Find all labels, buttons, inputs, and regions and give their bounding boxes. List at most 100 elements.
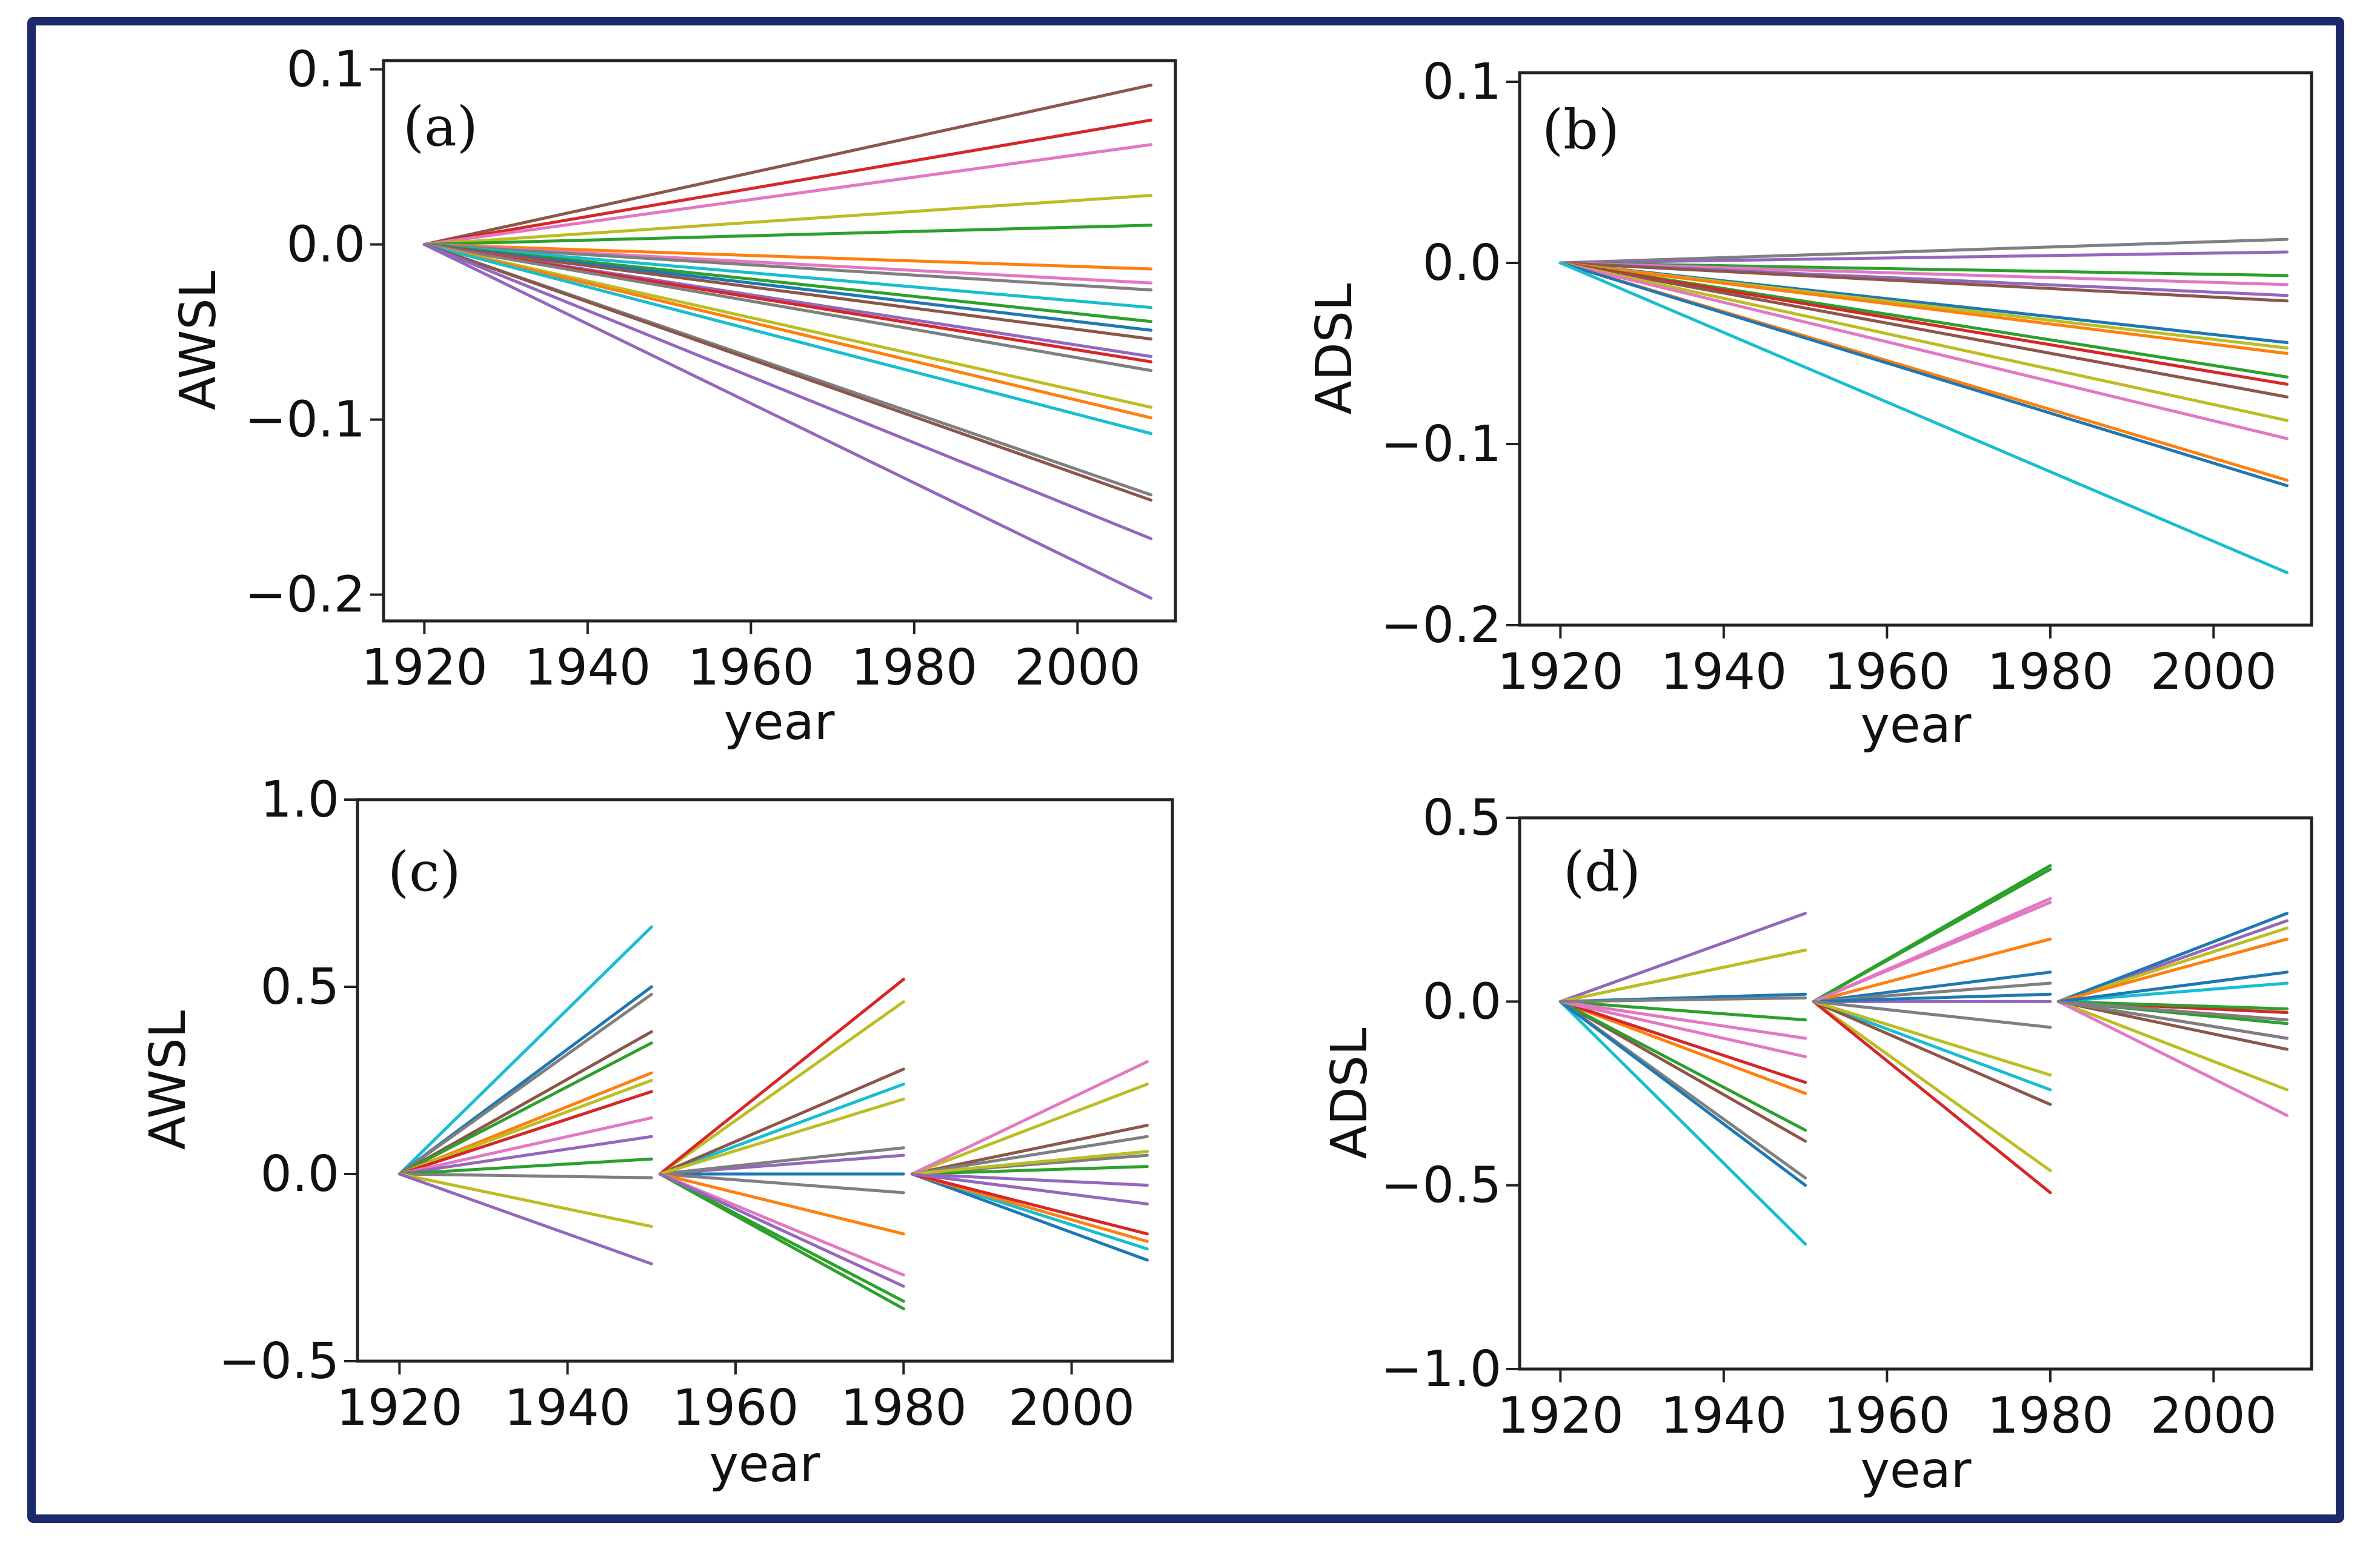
panel-d-series-9-segment-1 — [1812, 867, 2052, 1003]
panel-b-ytick-label-2: −0.1 — [1381, 416, 1501, 473]
panel-b-series-8-segment-0 — [1558, 261, 2289, 355]
panel-b-lines — [1558, 237, 2289, 574]
panel-c-series-6-segment-2 — [910, 1083, 1149, 1176]
panel-c-ytick-label-2: 0.0 — [261, 1146, 339, 1203]
panel-d-series-11-segment-2 — [2056, 970, 2289, 1003]
panel-a-xtick-label-2: 1960 — [688, 639, 814, 697]
panel-a-xtick-label-1: 1940 — [525, 639, 651, 697]
panel-d-series-14-segment-0 — [1558, 996, 1807, 1003]
panel-c-xtick-label-3: 1980 — [840, 1379, 967, 1437]
panel-d-series-7-segment-2 — [2056, 981, 2289, 1003]
panel-d-xtick-label-0: 1920 — [1497, 1387, 1624, 1445]
panel-a-xlabel: year — [724, 694, 835, 751]
panel-c-ytick-label-0: 1.0 — [261, 771, 339, 829]
panel-d-series-6-segment-1 — [1812, 1000, 2052, 1195]
panel-c-series-7-segment-0 — [397, 1090, 653, 1176]
panel-b: 1920 1940 1960 1980 2000 0.1 0.0 −0.1 −0.2 (b) y… — [1306, 53, 2313, 754]
panel-d-series-5-segment-2 — [2056, 937, 2289, 1003]
panel-d-xtick-label-3: 1980 — [1987, 1387, 2113, 1445]
panel-c-xtick-label-0: 1920 — [336, 1379, 463, 1437]
panel-b-series-1-segment-0 — [1558, 250, 2289, 265]
panel-c-series-11-segment-1 — [658, 1146, 905, 1176]
panel-a-series-15-segment-0 — [422, 243, 1153, 409]
panel-d-series-12-segment-1 — [1812, 1000, 2052, 1077]
panel-d-xtick-label-2: 1960 — [1824, 1387, 1950, 1445]
panel-a-ytick-label-0: 0.1 — [287, 41, 365, 98]
panel-c-series-10-segment-0 — [397, 1157, 653, 1176]
panel-d-series-9-segment-2 — [2056, 1000, 2289, 1010]
panel-b-series-15-segment-0 — [1558, 261, 2289, 488]
panel-c-ytick-label-1: 0.5 — [261, 958, 339, 1016]
panel-c-series-6-segment-0 — [397, 1079, 653, 1176]
panel-c-series-2-segment-0 — [397, 992, 653, 1176]
panel-d-ylabel: ADSL — [1321, 1027, 1378, 1159]
panel-d-series-2-segment-2 — [2056, 912, 2289, 1003]
panel-c-series-4-segment-0 — [397, 1041, 653, 1176]
panel-c-series-12-segment-0 — [397, 1172, 653, 1229]
panel-c-series-3-segment-1 — [658, 1067, 905, 1176]
panel-d-series-9-segment-0 — [1558, 1000, 1807, 1132]
panel-d-series-8-segment-1 — [1812, 1000, 2052, 1106]
panel-d-series-14-segment-1 — [1812, 1000, 2052, 1029]
panel-a-ytick-label-2: −0.1 — [245, 391, 365, 449]
panel-b-axes — [1518, 71, 2313, 627]
panel-d: 1920 1940 1960 1980 2000 0.5 0.0 −0.5 −1.0 (d) y… — [1321, 789, 2313, 1499]
panel-d-ytick-label-3: −1.0 — [1381, 1341, 1501, 1398]
panel-d-axes — [1518, 816, 2313, 1371]
panel-d-series-0-segment-0 — [1558, 912, 1807, 1003]
panel-a-series-19-segment-0 — [422, 243, 1153, 502]
panel-b-series-3-segment-0 — [1558, 261, 2289, 287]
panel-d-series-12-segment-0 — [1558, 948, 1807, 1003]
panel-d-ticks: 1920 1940 1960 1980 2000 0.5 0.0 −0.5 −1.0 — [1381, 789, 2277, 1445]
panel-c-ylabel: AWSL — [139, 1010, 197, 1150]
panel-a-lines — [422, 83, 1153, 600]
panel-a-xtick-label-4: 2000 — [1014, 639, 1141, 697]
panel-b-ytick-label-1: 0.0 — [1423, 234, 1501, 292]
panel-d-series-14-segment-2 — [2056, 1000, 2289, 1040]
panel-b-xtick-label-2: 1960 — [1824, 643, 1950, 701]
panel-b-series-5-segment-0 — [1558, 261, 2289, 303]
panel-b-series-16-segment-0 — [1558, 261, 2289, 574]
panel-a-axes — [382, 59, 1177, 623]
panel-b-ytick-label-3: −0.2 — [1381, 597, 1501, 654]
panel-a-series-20-segment-0 — [422, 243, 1153, 540]
panel-d-series-8-segment-0 — [1558, 1000, 1807, 1143]
panel-c-ytick-label-3: −0.5 — [219, 1333, 339, 1390]
panel-c-xtick-label-4: 2000 — [1008, 1379, 1135, 1437]
panel-b-series-0-segment-0 — [1558, 237, 2289, 265]
panel-b-series-12-segment-0 — [1558, 261, 2289, 422]
panel-c-lines — [397, 925, 1149, 1310]
panel-d-series-13-segment-2 — [2056, 1000, 2289, 1117]
panel-a-series-1-segment-0 — [422, 118, 1153, 247]
panel-a-series-8-segment-0 — [422, 243, 1153, 310]
panel-a-ytick-label-3: −0.2 — [245, 566, 365, 624]
panel-d-series-10-segment-1 — [1812, 981, 2052, 1003]
panel-a-ticks: 1920 1940 1960 1980 2000 0.1 0.0 −0.1 −0.2 — [245, 41, 1141, 697]
panel-a-ytick-label-1: 0.0 — [287, 216, 365, 274]
panel-c-series-0-segment-0 — [397, 925, 653, 1176]
panel-d-xtick-label-1: 1940 — [1661, 1387, 1787, 1445]
panel-c-series-5-segment-1 — [658, 1172, 905, 1236]
panel-a-label: (a) — [403, 95, 478, 159]
panel-a-series-11-segment-0 — [422, 243, 1153, 341]
panel-a-series-3-segment-0 — [422, 194, 1153, 247]
panel-c-xlabel: year — [710, 1436, 820, 1493]
panel-c-series-3-segment-2 — [910, 1124, 1149, 1176]
panel-b-xtick-label-0: 1920 — [1497, 643, 1624, 701]
panel-b-series-13-segment-0 — [1558, 261, 2289, 440]
panel-c-series-8-segment-2 — [910, 1060, 1149, 1176]
panel-d-series-11-segment-0 — [1558, 1000, 1807, 1187]
panel-b-xtick-label-3: 1980 — [1987, 643, 2113, 701]
panel-d-series-2-segment-1 — [1812, 970, 2052, 1003]
panel-d-ytick-label-1: 0.0 — [1423, 973, 1501, 1030]
panel-c-label: (c) — [388, 840, 461, 904]
panel-d-label: (d) — [1563, 840, 1641, 904]
panel-c-xtick-label-1: 1940 — [504, 1379, 631, 1437]
panel-d-series-13-segment-1 — [1812, 901, 2052, 1003]
panel-c-series-4-segment-2 — [910, 1165, 1149, 1176]
panel-c-series-3-segment-0 — [397, 1030, 653, 1176]
panel-c-series-13-segment-0 — [397, 1172, 653, 1265]
panel-c-series-7-segment-1 — [658, 978, 905, 1176]
panel-b-label: (b) — [1542, 98, 1620, 162]
